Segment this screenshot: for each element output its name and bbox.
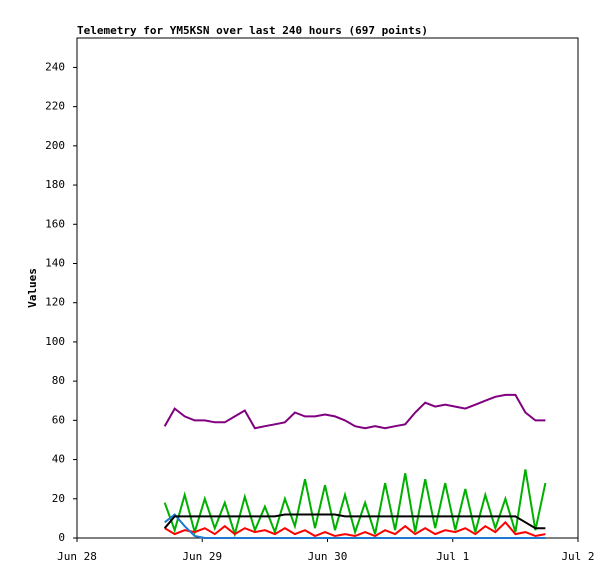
y-tick-label: 220 bbox=[45, 100, 65, 113]
y-tick-label: 80 bbox=[52, 374, 65, 387]
x-tick-label: Jun 28 bbox=[57, 550, 97, 563]
y-tick-label: 40 bbox=[52, 453, 65, 466]
y-tick-label: 180 bbox=[45, 178, 65, 191]
y-axis-label: Values bbox=[26, 268, 39, 308]
y-tick-label: 0 bbox=[58, 531, 65, 544]
series-line bbox=[164, 513, 546, 539]
x-tick-label: Jul 1 bbox=[436, 550, 469, 563]
x-tick-label: Jul 2 bbox=[561, 550, 594, 563]
x-tick-label: Jun 30 bbox=[308, 550, 348, 563]
y-tick-label: 100 bbox=[45, 335, 65, 348]
series-line bbox=[163, 469, 547, 538]
x-tick-label: Jun 29 bbox=[182, 550, 222, 563]
chart-title: Telemetry for YM5KSN over last 240 hours… bbox=[77, 24, 428, 37]
y-tick-label: 60 bbox=[52, 413, 65, 426]
y-tick-label: 20 bbox=[52, 492, 65, 505]
y-tick-label: 160 bbox=[45, 217, 65, 230]
series-line bbox=[163, 513, 546, 530]
plot-frame bbox=[76, 37, 579, 539]
y-tick-label: 140 bbox=[45, 256, 65, 269]
series-line bbox=[163, 393, 546, 430]
series-line bbox=[164, 520, 546, 538]
y-tick-label: 200 bbox=[45, 139, 65, 152]
y-tick-label: 120 bbox=[45, 296, 65, 309]
y-tick-label: 240 bbox=[45, 60, 65, 73]
